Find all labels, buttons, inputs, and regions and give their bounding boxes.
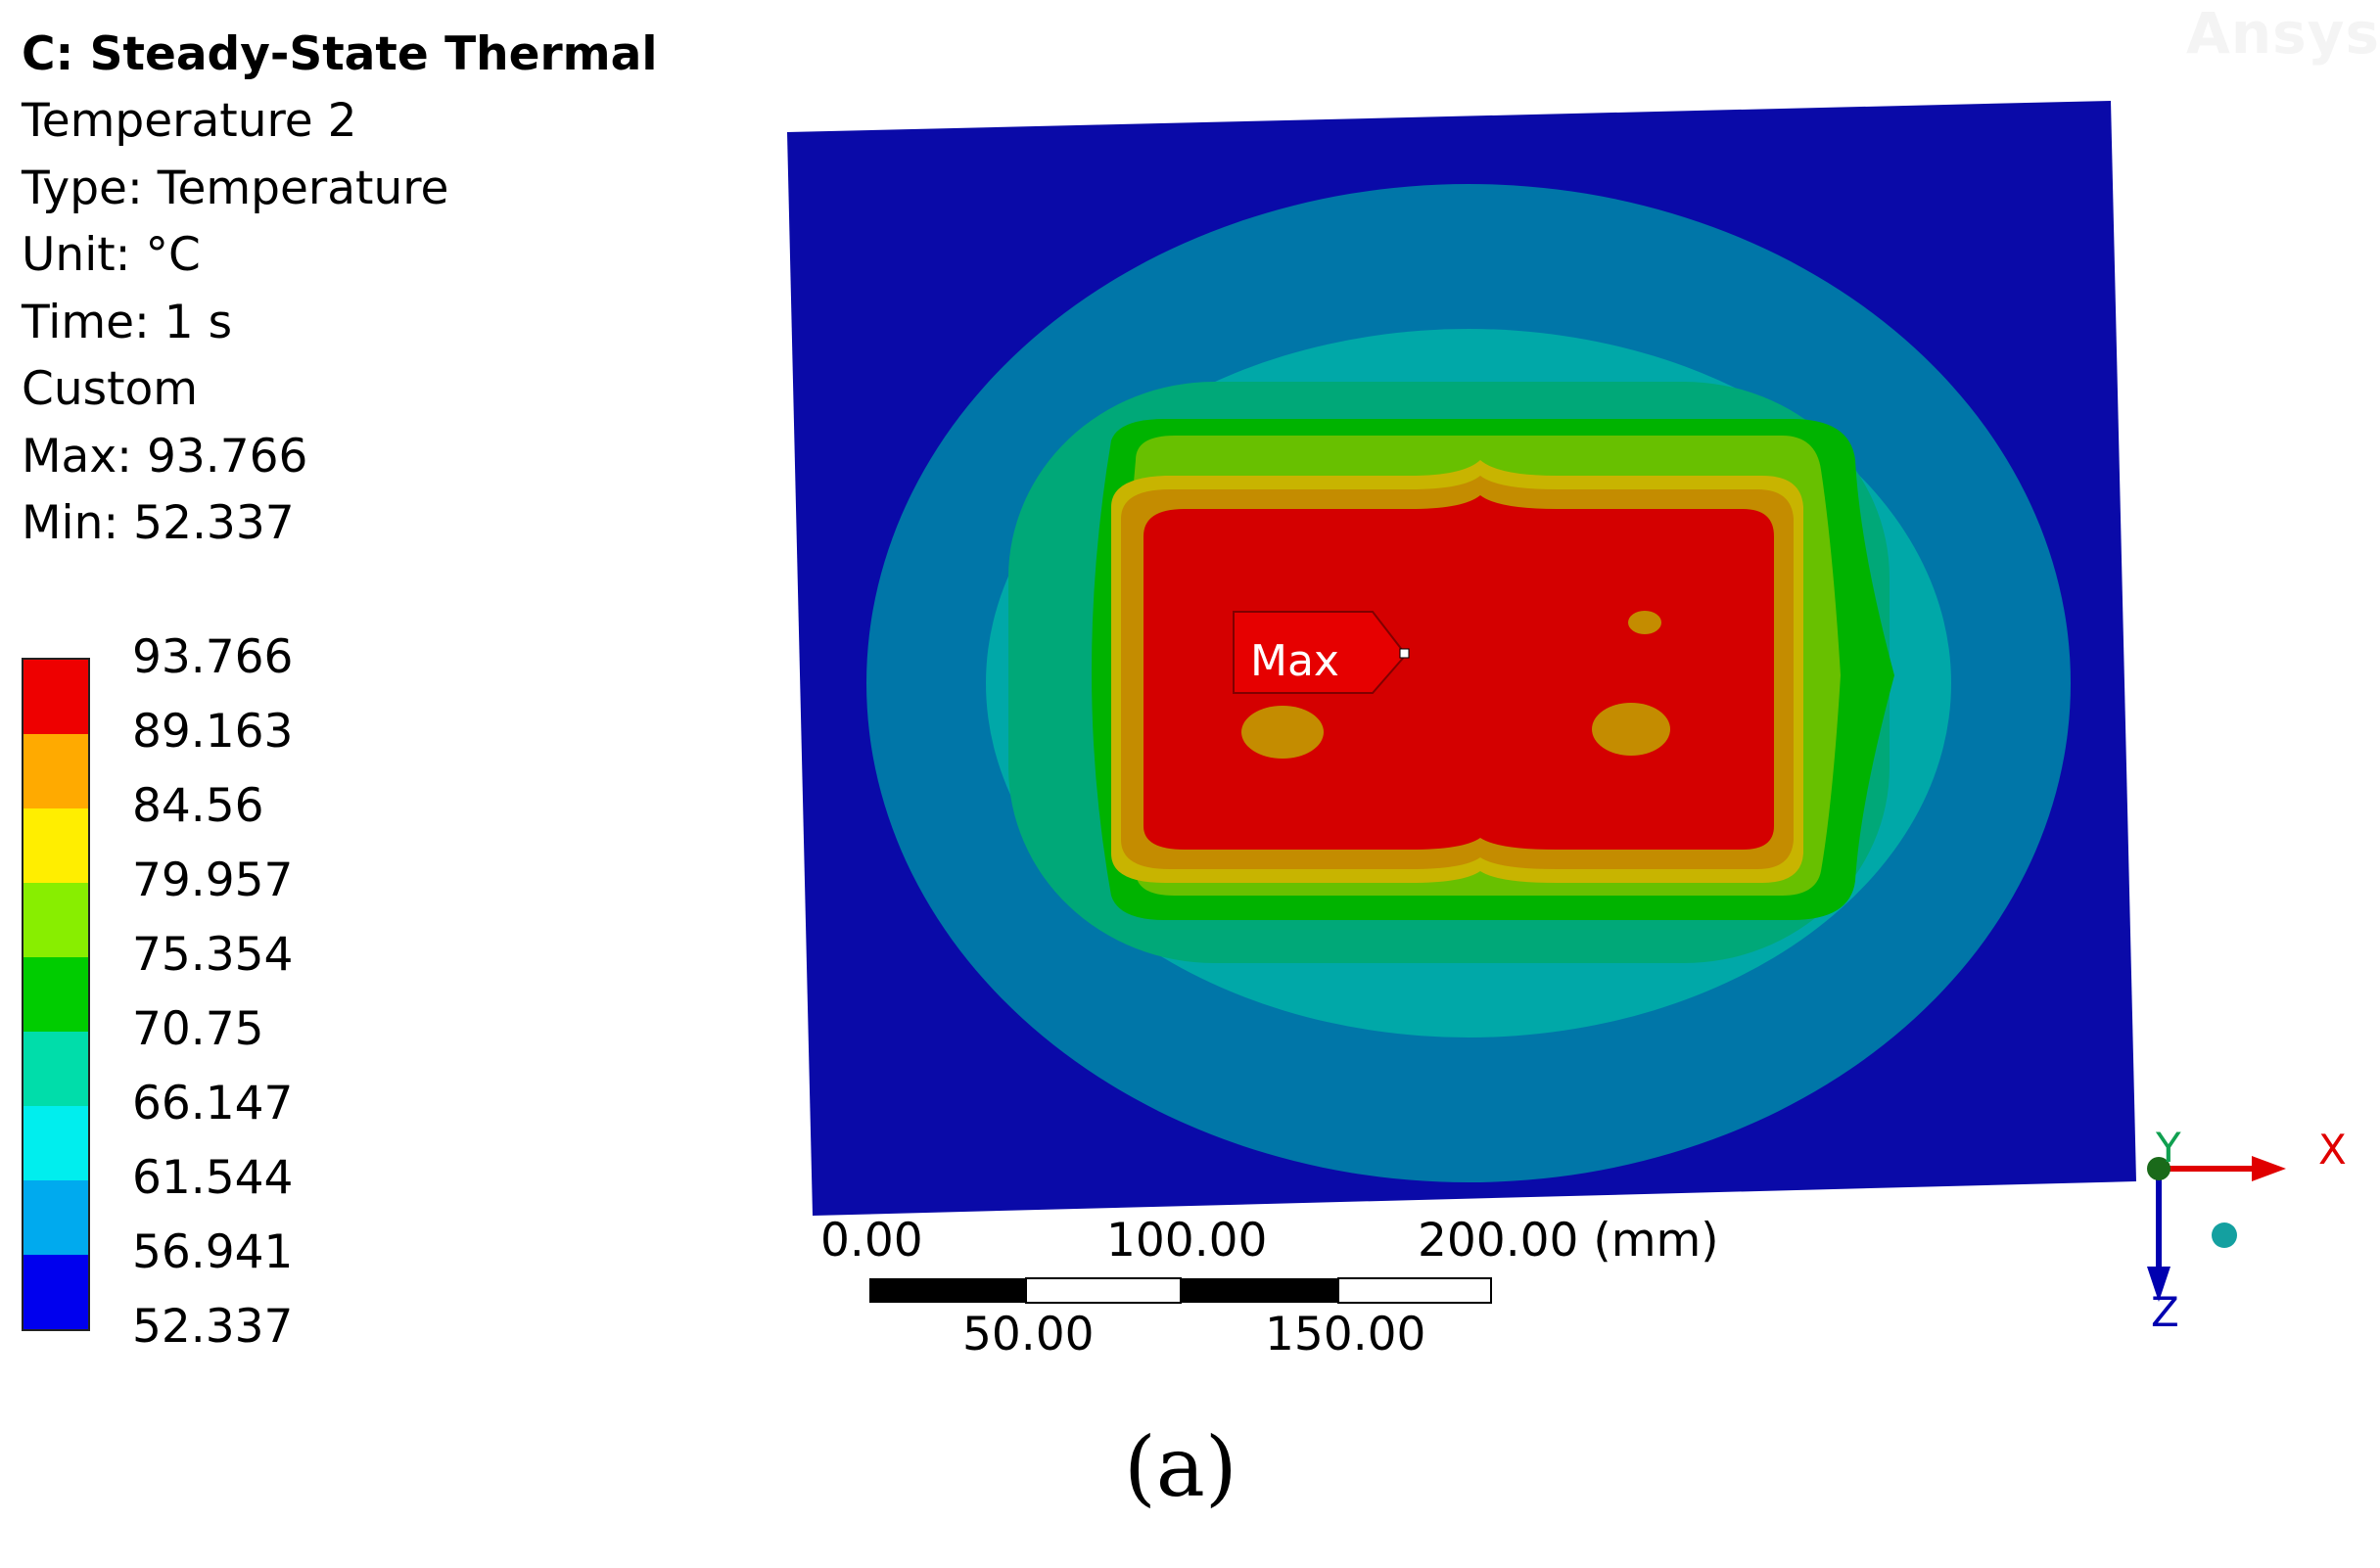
result-info-panel: C: Steady-State Thermal Temperature 2 Ty… [22, 22, 657, 558]
legend-label: 61.544 [132, 1151, 294, 1205]
legend-swatch [23, 734, 88, 808]
result-time: Time: 1 s [22, 295, 233, 349]
legend-swatch [23, 883, 88, 957]
result-min: Min: 52.337 [22, 496, 295, 550]
max-probe-label: Max [1250, 636, 1339, 686]
z-axis-arrow [2147, 1267, 2170, 1302]
scale-bar-segment-2 [1025, 1277, 1182, 1304]
legend-swatch [23, 957, 88, 1032]
local-hotspot-right [1592, 703, 1670, 756]
legend-swatch [23, 660, 88, 734]
legend-label: 79.957 [132, 853, 294, 907]
temperature-contour-plot[interactable] [787, 101, 2136, 1216]
result-type: Type: Temperature [22, 161, 449, 215]
scale-bar-segment-1 [869, 1278, 1026, 1303]
scale-bar-segment-3 [1181, 1278, 1338, 1303]
legend-swatch [23, 1032, 88, 1106]
legend-label: 84.56 [132, 779, 264, 833]
max-probe-point [1399, 648, 1410, 659]
x-axis-arrow [2252, 1156, 2286, 1181]
legend-swatch [23, 808, 88, 883]
z-axis-label: Z [2151, 1288, 2179, 1336]
legend-label: 75.354 [132, 928, 294, 982]
scale-bar-segment-4 [1337, 1277, 1492, 1304]
result-name: Temperature 2 [22, 94, 357, 148]
legend-swatch [23, 1106, 88, 1180]
y-axis-label: Y [2156, 1124, 2181, 1172]
x-axis-label: X [2318, 1126, 2347, 1174]
local-hotspot-left [1241, 706, 1324, 759]
scale-label-100: 100.00 [1106, 1214, 1268, 1268]
result-max: Max: 93.766 [22, 429, 308, 484]
ansys-watermark: Ansys [2185, 0, 2380, 67]
legend-label: 93.766 [132, 630, 294, 684]
legend-swatch [23, 1255, 88, 1329]
figure-caption: (a) [1124, 1419, 1237, 1515]
legend-swatch [23, 1180, 88, 1255]
scale-label-150: 150.00 [1265, 1308, 1426, 1361]
legend-label: 56.941 [132, 1225, 294, 1279]
legend-label: 52.337 [132, 1300, 294, 1354]
y-axis-marker [2212, 1222, 2237, 1248]
legend-label: 70.75 [132, 1002, 264, 1056]
max-probe-flag [1233, 611, 1408, 694]
scale-label-50: 50.00 [962, 1308, 1095, 1361]
triad-origin [2147, 1157, 2170, 1180]
legend-label: 66.147 [132, 1077, 294, 1130]
legend-color-bar[interactable] [22, 658, 90, 1331]
legend-label: 89.163 [132, 705, 294, 759]
contour-band-max [1143, 495, 1774, 850]
scale-label-200: 200.00 (mm) [1418, 1214, 1719, 1268]
local-hotspot-small [1628, 611, 1661, 634]
max-probe-tag[interactable]: Max [1233, 611, 1410, 694]
scale-label-0: 0.00 [820, 1214, 923, 1268]
result-unit: Unit: °C [22, 228, 201, 282]
scale-bar [869, 1277, 1492, 1304]
analysis-title: C: Steady-State Thermal [22, 27, 658, 81]
coordinate-triad [2147, 1156, 2286, 1302]
legend-mode: Custom [22, 362, 199, 416]
